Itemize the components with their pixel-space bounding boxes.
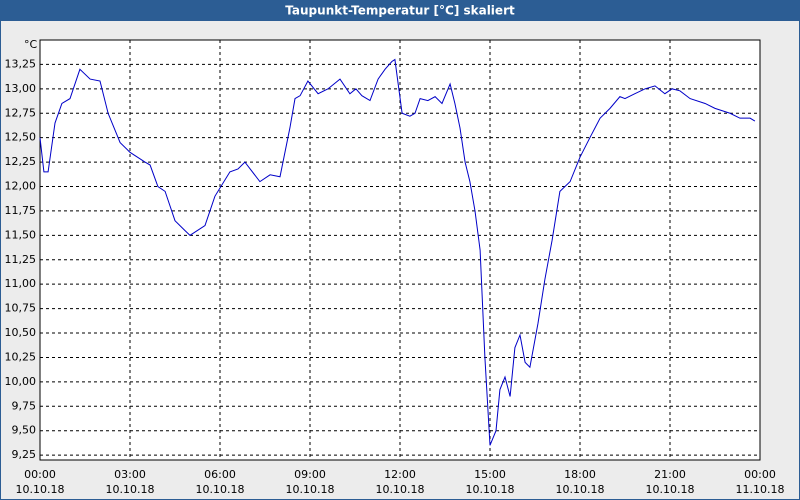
y-tick-label: 10,75 bbox=[5, 302, 37, 315]
x-tick-label: 21:00 bbox=[654, 468, 686, 481]
y-tick-label: 10,00 bbox=[5, 375, 37, 388]
x-tick-date: 10.10.18 bbox=[16, 483, 65, 496]
data-line bbox=[39, 58, 756, 446]
x-tick-date: 11.10.18 bbox=[736, 483, 785, 496]
y-tick-label: 11,00 bbox=[5, 277, 37, 290]
x-tick-label: 00:00 bbox=[24, 468, 56, 481]
y-tick-label: 13,25 bbox=[5, 57, 37, 70]
x-tick-date: 10.10.18 bbox=[376, 483, 425, 496]
x-tick-date: 10.10.18 bbox=[286, 483, 335, 496]
y-tick-label: 11,75 bbox=[5, 204, 37, 217]
title-bar bbox=[0, 0, 800, 21]
x-tick-date: 10.10.18 bbox=[196, 483, 245, 496]
y-tick-label: 10,25 bbox=[5, 350, 37, 363]
y-tick-label: 12,25 bbox=[5, 155, 37, 168]
x-tick-date: 10.10.18 bbox=[556, 483, 605, 496]
chart-title: Taupunkt-Temperatur [°C] skaliert bbox=[285, 4, 515, 18]
y-tick-label: 9,25 bbox=[12, 448, 37, 461]
x-tick-date: 10.10.18 bbox=[466, 483, 515, 496]
y-tick-label: 9,75 bbox=[12, 399, 37, 412]
plot-border bbox=[39, 39, 761, 461]
x-tick-label: 18:00 bbox=[564, 468, 596, 481]
y-tick-label: 9,50 bbox=[12, 424, 37, 437]
y-tick-label: 12,75 bbox=[5, 106, 37, 119]
y-tick-label: 11,50 bbox=[5, 228, 37, 241]
x-tick-label: 00:00 bbox=[744, 468, 776, 481]
x-tick-date: 10.10.18 bbox=[106, 483, 155, 496]
y-tick-label: 11,25 bbox=[5, 253, 37, 266]
x-tick-label: 03:00 bbox=[114, 468, 146, 481]
y-tick-label: 13,00 bbox=[5, 82, 37, 95]
x-tick-label: 15:00 bbox=[474, 468, 506, 481]
y-axis-label: °C bbox=[24, 38, 38, 51]
x-tick-date: 10.10.18 bbox=[646, 483, 695, 496]
y-tick-label: 12,00 bbox=[5, 180, 37, 193]
y-tick-label: 10,50 bbox=[5, 326, 37, 339]
y-tick-label: 12,50 bbox=[5, 131, 37, 144]
x-tick-label: 09:00 bbox=[294, 468, 326, 481]
x-tick-label: 12:00 bbox=[384, 468, 416, 481]
x-tick-label: 06:00 bbox=[204, 468, 236, 481]
